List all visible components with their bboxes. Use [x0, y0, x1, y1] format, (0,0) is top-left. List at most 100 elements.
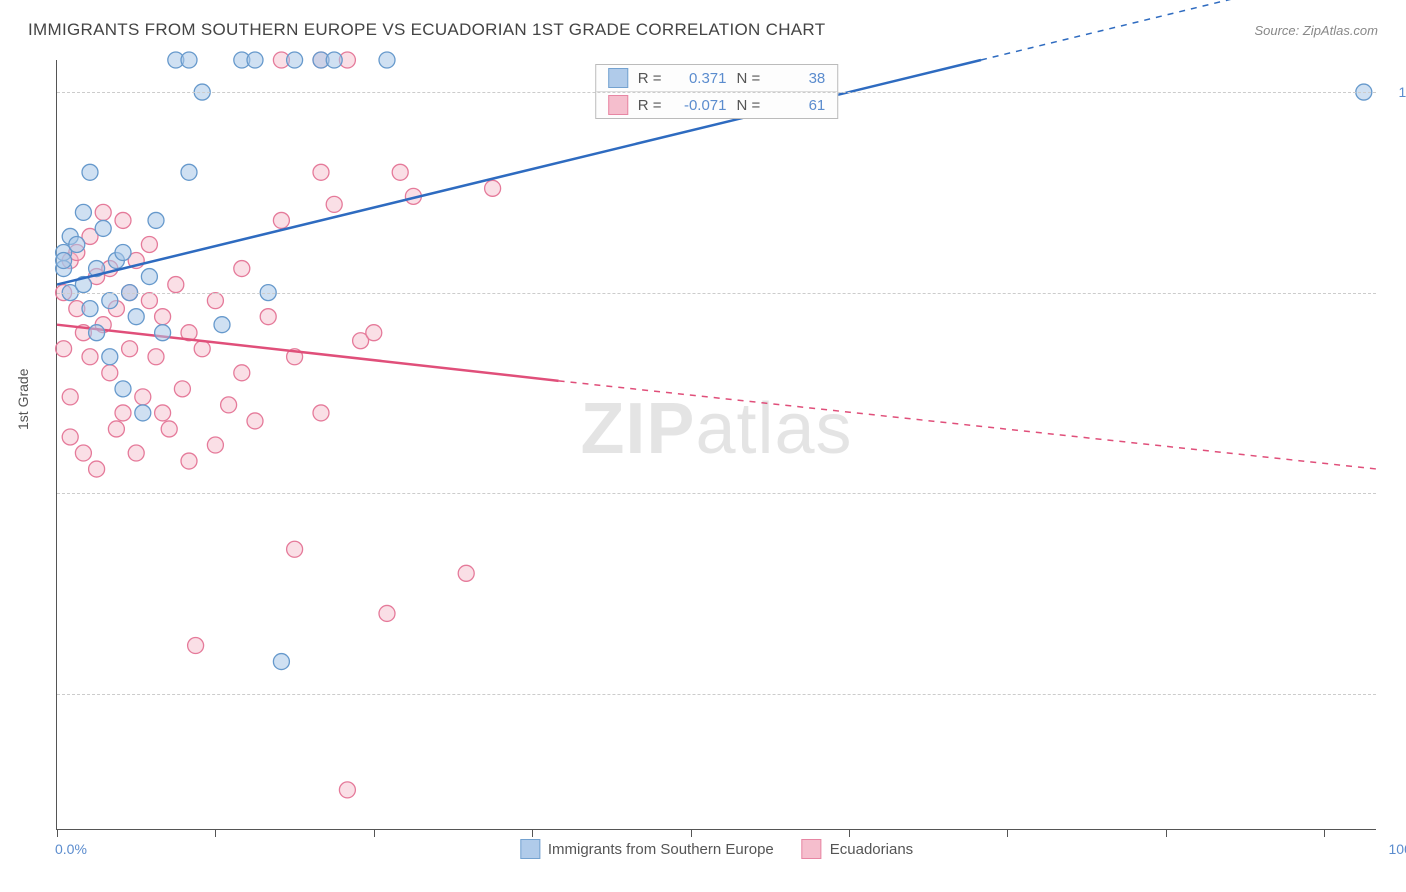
- data-point: [168, 277, 184, 293]
- x-tick: [849, 829, 850, 837]
- data-point: [247, 413, 263, 429]
- y-axis-label: 1st Grade: [15, 369, 31, 430]
- data-point: [122, 341, 138, 357]
- x-axis-max-label: 100.0%: [1389, 841, 1406, 857]
- source-label: Source:: [1254, 23, 1302, 38]
- r-label: R =: [638, 97, 662, 114]
- series2-name: Ecuadorians: [830, 841, 913, 858]
- gridline: [57, 493, 1376, 494]
- data-point: [155, 405, 171, 421]
- data-point: [82, 349, 98, 365]
- data-point: [56, 341, 72, 357]
- chart-svg: [57, 60, 1376, 829]
- r-value-series1: 0.371: [672, 70, 727, 87]
- y-tick-label: 92.5%: [1386, 686, 1406, 702]
- data-point: [108, 421, 124, 437]
- series1-name: Immigrants from Southern Europe: [548, 841, 774, 858]
- x-axis-min-label: 0.0%: [55, 841, 87, 857]
- data-point: [135, 405, 151, 421]
- data-point: [458, 565, 474, 581]
- data-point: [115, 212, 131, 228]
- data-point: [339, 782, 355, 798]
- data-point: [115, 245, 131, 261]
- bottom-legend-item-1: Immigrants from Southern Europe: [520, 839, 774, 859]
- x-tick: [57, 829, 58, 837]
- data-point: [148, 212, 164, 228]
- data-point: [62, 429, 78, 445]
- x-tick: [1007, 829, 1008, 837]
- data-point: [155, 325, 171, 341]
- bottom-legend: Immigrants from Southern Europe Ecuadori…: [520, 839, 913, 859]
- y-tick-label: 100.0%: [1386, 84, 1406, 100]
- source-name: ZipAtlas.com: [1303, 23, 1378, 38]
- data-point: [392, 164, 408, 180]
- data-point: [135, 389, 151, 405]
- r-value-series2: -0.071: [672, 97, 727, 114]
- n-label: N =: [737, 97, 761, 114]
- x-tick: [1324, 829, 1325, 837]
- plot-area: ZIPatlas R = 0.371 N = 38 R = -0.071 N =…: [56, 60, 1376, 830]
- data-point: [102, 293, 118, 309]
- n-label: N =: [737, 70, 761, 87]
- data-point: [95, 220, 111, 236]
- data-point: [102, 349, 118, 365]
- data-point: [141, 269, 157, 285]
- legend-row-series1: R = 0.371 N = 38: [596, 65, 838, 91]
- data-point: [287, 52, 303, 68]
- x-tick: [374, 829, 375, 837]
- data-point: [234, 365, 250, 381]
- n-value-series2: 61: [770, 97, 825, 114]
- gridline: [57, 694, 1376, 695]
- data-point: [313, 164, 329, 180]
- data-point: [214, 317, 230, 333]
- data-point: [207, 437, 223, 453]
- data-point: [379, 605, 395, 621]
- data-point: [95, 204, 111, 220]
- header-row: IMMIGRANTS FROM SOUTHERN EUROPE VS ECUAD…: [28, 20, 1378, 40]
- bottom-legend-item-2: Ecuadorians: [802, 839, 913, 859]
- data-point: [141, 236, 157, 252]
- x-tick: [691, 829, 692, 837]
- data-point: [181, 52, 197, 68]
- r-label: R =: [638, 70, 662, 87]
- data-point: [221, 397, 237, 413]
- legend-row-series2: R = -0.071 N = 61: [596, 91, 838, 118]
- data-point: [128, 309, 144, 325]
- data-point: [102, 365, 118, 381]
- x-tick: [1166, 829, 1167, 837]
- swatch-series2-bottom: [802, 839, 822, 859]
- data-point: [326, 52, 342, 68]
- data-point: [148, 349, 164, 365]
- data-point: [155, 309, 171, 325]
- data-point: [75, 445, 91, 461]
- data-point: [161, 421, 177, 437]
- data-point: [287, 541, 303, 557]
- data-point: [75, 204, 91, 220]
- source-attribution: Source: ZipAtlas.com: [1254, 23, 1378, 38]
- x-tick: [215, 829, 216, 837]
- data-point: [141, 293, 157, 309]
- data-point: [260, 309, 276, 325]
- data-point: [69, 236, 85, 252]
- y-tick-label: 97.5%: [1386, 285, 1406, 301]
- chart-title: IMMIGRANTS FROM SOUTHERN EUROPE VS ECUAD…: [28, 20, 825, 40]
- data-point: [379, 52, 395, 68]
- data-point: [56, 253, 72, 269]
- data-point: [207, 293, 223, 309]
- gridline: [57, 293, 1376, 294]
- gridline: [57, 92, 1376, 93]
- data-point: [273, 212, 289, 228]
- swatch-series1-bottom: [520, 839, 540, 859]
- data-point: [247, 52, 263, 68]
- trend-line-extrapolated: [559, 381, 1377, 469]
- n-value-series1: 38: [770, 70, 825, 87]
- data-point: [115, 405, 131, 421]
- data-point: [89, 325, 105, 341]
- x-tick: [532, 829, 533, 837]
- data-point: [128, 445, 144, 461]
- data-point: [82, 164, 98, 180]
- y-tick-label: 95.0%: [1386, 485, 1406, 501]
- swatch-series2: [608, 95, 628, 115]
- data-point: [234, 261, 250, 277]
- data-point: [313, 405, 329, 421]
